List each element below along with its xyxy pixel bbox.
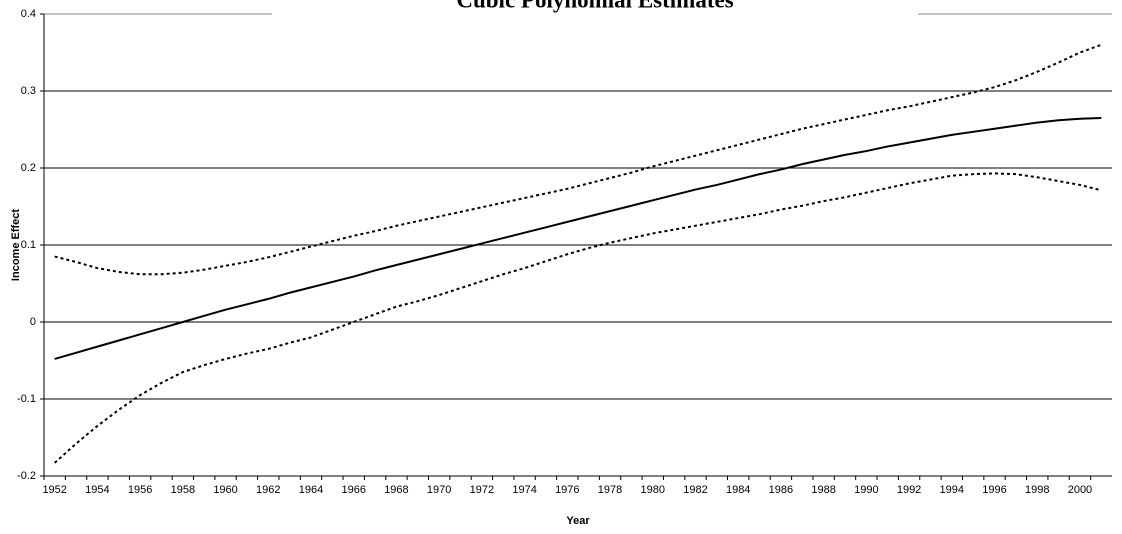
x-tick-label: 1984 bbox=[726, 484, 750, 496]
x-tick-label: 2000 bbox=[1068, 484, 1092, 496]
x-tick-label: 1954 bbox=[85, 484, 109, 496]
x-tick-label: 1958 bbox=[171, 484, 195, 496]
x-tick-label: 1980 bbox=[641, 484, 665, 496]
solid-line bbox=[54, 116, 1102, 360]
dashed-line bbox=[54, 172, 1102, 464]
x-tick-label: 1966 bbox=[341, 484, 365, 496]
x-tick-label: 1956 bbox=[128, 484, 152, 496]
x-tick-label: 1960 bbox=[213, 484, 237, 496]
y-axis-title: Income Effect bbox=[10, 209, 22, 281]
y-tick-label: -0.1 bbox=[17, 393, 36, 405]
x-tick-label: 1982 bbox=[683, 484, 707, 496]
x-tick-label: 1952 bbox=[42, 484, 66, 496]
x-tick-label: 1990 bbox=[854, 484, 878, 496]
x-tick-label: 1988 bbox=[811, 484, 835, 496]
x-tick-label: 1986 bbox=[769, 484, 793, 496]
chart-title: Cubic Polynomial Estimates bbox=[456, 0, 733, 12]
x-tick-label: 1962 bbox=[256, 484, 280, 496]
y-tick-label: 0 bbox=[30, 316, 36, 328]
x-tick-label: 1972 bbox=[470, 484, 494, 496]
x-tick-label: 1968 bbox=[384, 484, 408, 496]
dashed-line bbox=[54, 43, 1102, 276]
y-tick-label: 0.3 bbox=[21, 85, 36, 97]
x-tick-label: 1964 bbox=[299, 484, 323, 496]
y-tick-label: -0.2 bbox=[17, 470, 36, 482]
x-tick-label: 1970 bbox=[427, 484, 451, 496]
x-tick-label: 1976 bbox=[555, 484, 579, 496]
x-tick-label: 1996 bbox=[982, 484, 1006, 496]
title-background bbox=[272, 0, 918, 20]
y-tick-label: 0.4 bbox=[21, 8, 36, 20]
x-tick-label: 1974 bbox=[512, 484, 536, 496]
y-tick-label: 0.2 bbox=[21, 162, 36, 174]
x-tick-label: 1992 bbox=[897, 484, 921, 496]
x-tick-label: 1994 bbox=[940, 484, 964, 496]
y-tick-label: 0.1 bbox=[21, 239, 36, 251]
x-tick-label: 1998 bbox=[1025, 484, 1049, 496]
x-axis-title: Year bbox=[566, 515, 590, 527]
x-tick-label: 1978 bbox=[598, 484, 622, 496]
